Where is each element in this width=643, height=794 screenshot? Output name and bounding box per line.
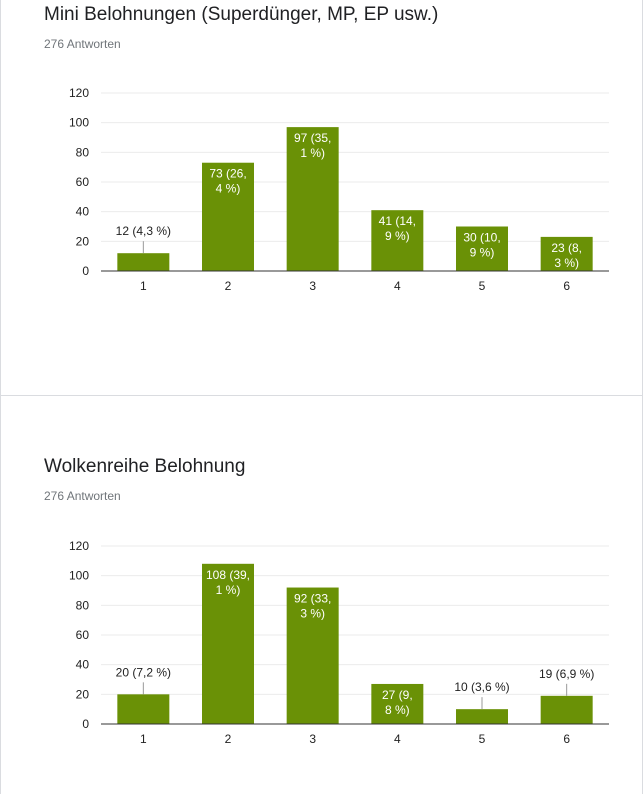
x-tick-label: 5 (479, 279, 486, 293)
x-tick-label: 2 (225, 279, 232, 293)
y-tick-label: 120 (69, 86, 89, 100)
data-label: 8 %) (385, 703, 410, 717)
data-label: 1 %) (216, 583, 241, 597)
bar-6 (540, 236, 593, 271)
chart-title: Mini Belohnungen (Superdünger, MP, EP us… (44, 4, 439, 25)
x-tick-label: 6 (563, 279, 570, 293)
y-tick-label: 20 (76, 687, 90, 701)
response-count: 276 Antworten (44, 489, 121, 503)
bar-6 (540, 695, 593, 724)
y-tick-label: 0 (82, 717, 89, 731)
y-tick-label: 100 (69, 569, 89, 583)
data-label: 3 %) (300, 607, 325, 621)
bar-1 (117, 694, 170, 724)
x-tick-label: 1 (140, 732, 147, 746)
data-label: 108 (39, (206, 568, 250, 582)
bar-2 (202, 162, 254, 271)
bar-chart-wolkenreihe: 0 20 40 60 80 100 120 1 20 (7,2 %) 2 108 (39,1 %) 3… (69, 539, 609, 746)
y-tick-label: 60 (76, 175, 90, 189)
data-label: 9 %) (470, 246, 495, 260)
y-tick-label: 100 (69, 116, 89, 130)
y-tick-label: 120 (69, 539, 89, 553)
y-tick-label: 80 (76, 598, 90, 612)
bar-5 (456, 226, 508, 271)
response-count: 276 Antworten (44, 37, 121, 51)
bar-3 (286, 127, 339, 271)
chart-title: Wolkenreihe Belohnung (44, 456, 246, 477)
data-label: 9 %) (385, 229, 410, 243)
y-tick-label: 40 (76, 205, 90, 219)
y-tick-label: 60 (76, 628, 90, 642)
data-label: 10 (3,6 %) (454, 680, 509, 694)
data-label: 4 %) (216, 182, 241, 196)
data-label: 27 (9, (382, 688, 413, 702)
data-label: 92 (33, (294, 592, 331, 606)
data-label: 23 (8, (551, 241, 582, 255)
y-tick-label: 0 (82, 264, 89, 278)
x-tick-label: 4 (394, 732, 401, 746)
bar-chart-mini-belohnungen: 0 20 40 60 80 100 120 1 12 (4,3 %) 2 73 (26,4 %) 3 9… (69, 86, 609, 293)
data-label: 41 (14, (379, 214, 416, 228)
x-tick-label: 6 (563, 732, 570, 746)
data-label: 97 (35, (294, 131, 331, 145)
data-label: 12 (4,3 %) (116, 224, 171, 238)
chart-card-wolkenreihe: Wolkenreihe Belohnung 276 Antworten 0 20 4… (0, 396, 643, 794)
data-label: 3 %) (554, 256, 579, 270)
bar-1 (117, 253, 170, 271)
x-tick-label: 4 (394, 279, 401, 293)
x-tick-label: 2 (225, 732, 232, 746)
y-tick-label: 20 (76, 234, 90, 248)
bar-4 (371, 210, 424, 271)
chart-plot-area: 0 20 40 60 80 100 120 1 20 (7,2 %) 2 108 (39,1 %) 3… (69, 539, 609, 746)
data-label: 19 (6,9 %) (539, 667, 594, 681)
bar-4 (371, 683, 424, 724)
y-tick-label: 80 (76, 145, 90, 159)
bar-5 (456, 709, 508, 724)
data-label: 30 (10, (463, 231, 500, 245)
x-tick-label: 3 (309, 279, 316, 293)
data-label: 73 (26, (209, 167, 246, 181)
bar-2 (202, 563, 254, 724)
y-tick-label: 40 (76, 658, 90, 672)
x-tick-label: 5 (479, 732, 486, 746)
data-label: 20 (7,2 %) (116, 665, 171, 679)
bar-3 (286, 587, 339, 724)
data-label: 1 %) (300, 146, 325, 160)
x-tick-label: 3 (309, 732, 316, 746)
chart-card-mini-belohnungen: Mini Belohnungen (Superdünger, MP, EP us… (0, 0, 643, 396)
x-tick-label: 1 (140, 279, 147, 293)
